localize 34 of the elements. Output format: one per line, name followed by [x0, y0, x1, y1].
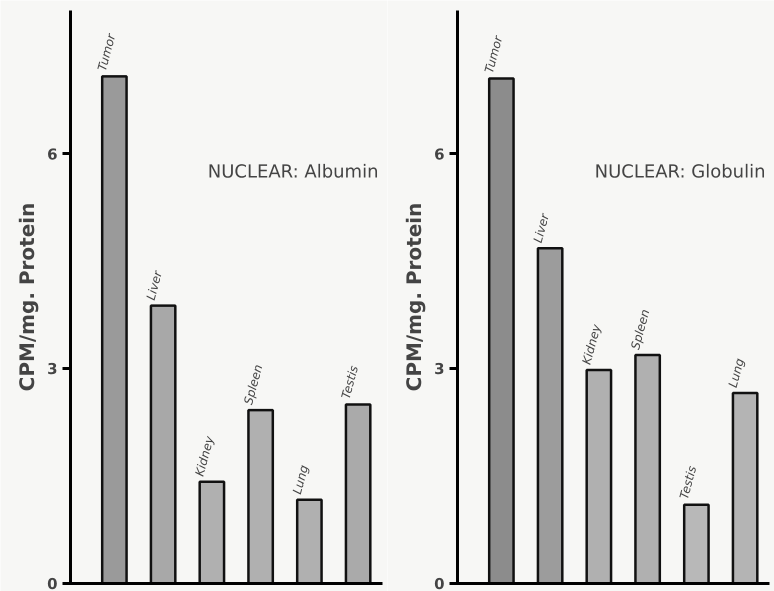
x-tick-label: Lung: [290, 463, 312, 496]
y-tick-label: 3: [47, 360, 58, 378]
bar: [100, 75, 128, 584]
bar: [732, 392, 759, 584]
y-axis-title: CPM/mg. Protein: [15, 202, 40, 392]
bar: [247, 408, 274, 584]
x-tick-label: Spleen: [241, 362, 266, 406]
y-tick-label: 0: [47, 575, 58, 591]
y-tick-label: 3: [434, 360, 444, 378]
x-tick-label: Kidney: [192, 434, 217, 478]
bar: [150, 304, 177, 584]
y-axis-title: CPM/mg. Protein: [402, 202, 426, 392]
bar: [634, 354, 662, 584]
text: NUCLEAR: Globulin: [594, 161, 766, 182]
bar: [344, 403, 372, 584]
x-tick-label: Testis: [338, 364, 362, 400]
x-tick-label: Tumor: [482, 33, 506, 75]
x-tick-label: Liver: [144, 268, 166, 302]
y-tick-label: 0: [434, 575, 444, 591]
bar: [198, 480, 226, 584]
text: NUCLEAR: Albumin: [208, 161, 379, 182]
bar: [585, 368, 612, 584]
x-tick-label: Spleen: [628, 308, 652, 352]
bar: [488, 77, 515, 584]
bar: [536, 247, 564, 584]
y-tick-label: 6: [434, 145, 444, 164]
bar: [682, 503, 710, 584]
x-tick-label: Kidney: [580, 322, 604, 366]
x-tick-label: Lung: [726, 356, 748, 389]
bar: [296, 498, 323, 584]
x-tick-label: Testis: [677, 464, 700, 501]
x-tick-label: Tumor: [95, 31, 119, 72]
y-tick-label: 6: [47, 145, 58, 164]
x-tick-label: Liver: [530, 211, 552, 244]
